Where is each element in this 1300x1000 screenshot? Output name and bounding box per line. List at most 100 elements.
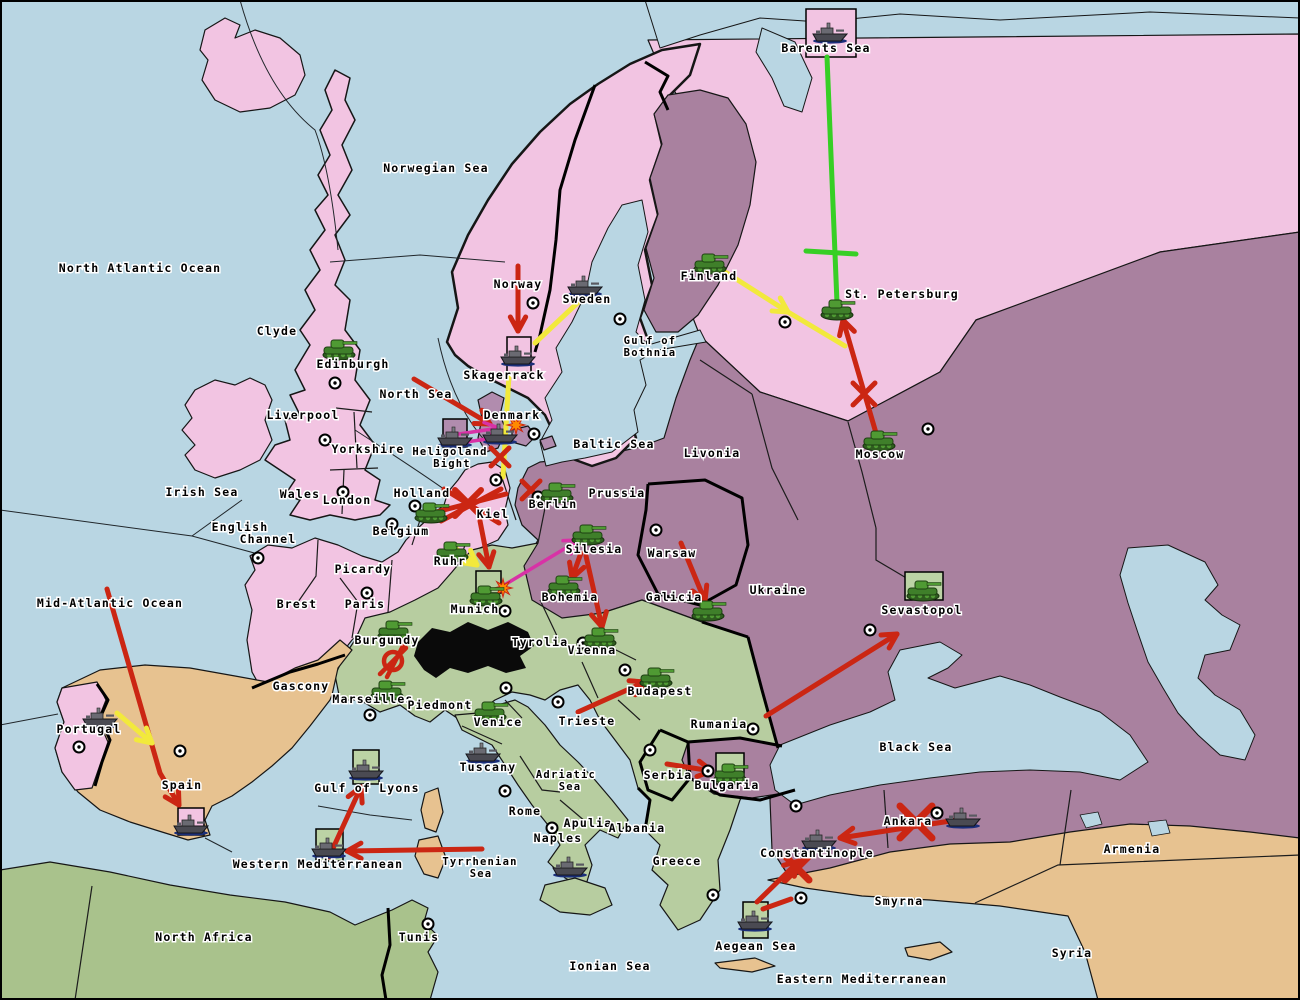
order-arrow-silesia-to-bohemia [567, 550, 587, 581]
supply-center-0 [328, 376, 342, 390]
label-irish-sea: Irish Sea [165, 485, 238, 499]
province-border-9 [537, 507, 546, 544]
supply-center-20 [551, 695, 565, 709]
label-ionian-sea: Ionian Sea [569, 959, 650, 973]
region-baltic-and-bothnia [539, 199, 707, 467]
order-arrow-tyrrhenian-to-western-med [344, 840, 485, 861]
label-silesia: Silesia [566, 542, 623, 556]
label-naples: Naples [534, 831, 583, 845]
label-north-africa: North Africa [155, 930, 252, 944]
label-holland: Holland [394, 486, 451, 500]
province-border-4 [297, 539, 319, 603]
national-border-9 [687, 736, 783, 748]
order-arrow-kiel-to-munich [476, 518, 497, 570]
sea-boundary-7 [0, 713, 59, 726]
label-sevastopol: Sevastopol [881, 603, 962, 617]
label-bulgaria: Bulgaria [695, 778, 760, 792]
label-belgium: Belgium [373, 524, 430, 538]
label-piedmont: Piedmont [408, 698, 473, 712]
label-ankara: Ankara [884, 814, 933, 828]
order-fail-moscow-stp [850, 380, 878, 408]
national-border-4 [636, 478, 750, 607]
label-north-atlantic-ocean: North Atlantic Ocean [59, 261, 221, 275]
province-border-17 [581, 661, 599, 699]
region-armenia-lake-urmia [1147, 819, 1171, 837]
order-arrow-norway-to-skagerrack [507, 263, 529, 334]
label-serbia: Serbia [644, 768, 693, 782]
supply-center-17 [746, 722, 760, 736]
region-bornholm-island [539, 435, 557, 451]
label-venice: Venice [474, 715, 523, 729]
label-brest: Brest [277, 597, 318, 611]
label-black-sea: Black Sea [879, 740, 952, 754]
label-channel: Channel [240, 532, 297, 546]
label-smyrna: Smyrna [875, 894, 924, 908]
label-norway: Norway [494, 277, 543, 291]
order-fail-kiel [452, 487, 484, 519]
label-tunis: Tunis [399, 930, 440, 944]
label-liverpool: Liverpool [266, 408, 339, 422]
supply-center-3 [251, 551, 265, 565]
label-aegean-sea: Aegean Sea [715, 939, 796, 953]
sea-boundary-6 [317, 805, 413, 821]
province-border-7 [411, 519, 421, 546]
province-border-23 [883, 789, 889, 849]
province-border-1 [353, 411, 358, 469]
region-sardinia [414, 835, 447, 879]
order-arrow-western-med-to-gulf-of-lyons [326, 784, 365, 860]
label-rumania: Rumania [691, 717, 748, 731]
province-border-21 [847, 421, 877, 529]
order-fail-ankara-con [896, 802, 936, 842]
province-border-24 [1059, 789, 1072, 866]
sea-boundary-5 [354, 429, 449, 493]
label-barents-sea: Barents Sea [781, 41, 870, 55]
supply-center-33 [789, 799, 803, 813]
national-border-6 [701, 620, 749, 639]
layer-borders [74, 60, 1300, 1000]
sea-boundary-8 [204, 837, 233, 853]
layer-labels: Norwegian Sea North Atlantic Ocean Barents… [35, 40, 1161, 988]
label-baltic-sea: Baltic Sea [573, 437, 654, 451]
national-border-3 [251, 653, 346, 690]
label-moscow: Moscow [856, 447, 905, 461]
label-adriatic: Adriatic [536, 769, 596, 781]
region-italy-boot [454, 699, 629, 889]
supply-center-30 [930, 806, 944, 820]
label-gulf-of-lyons: Gulf of Lyons [314, 781, 420, 795]
province-border-8 [499, 471, 517, 521]
region-ireland [181, 377, 273, 479]
province-border-0 [335, 407, 373, 413]
label-armenia: Armenia [1104, 842, 1161, 856]
label-ukraine: Ukraine [750, 583, 807, 597]
label-berlin: Berlin [529, 497, 578, 511]
label-western-mediterranean: Western Mediterranean [233, 857, 404, 871]
label-albania: Albania [609, 821, 666, 835]
label-st-petersburg: St. Petersburg [845, 287, 959, 301]
label-tyrrhenian: Tyrrhenian [442, 856, 517, 868]
label-yorkshire: Yorkshire [331, 442, 404, 456]
label-portugal: Portugal [57, 722, 122, 736]
order-arrow-portugal-to-spain [114, 710, 155, 746]
supply-center-21 [498, 784, 512, 798]
label-heligoland: Heligoland [412, 446, 487, 458]
label-paris: Paris [345, 597, 386, 611]
province-border-20 [751, 393, 799, 521]
region-portugal [54, 681, 109, 791]
supply-center-32 [498, 604, 512, 618]
label-galicia: Galicia [646, 590, 703, 604]
label-munich: Munich [451, 602, 500, 616]
order-arrow-sweden-to-skagerrack [532, 290, 591, 346]
supply-center-7 [489, 473, 503, 487]
province-border-18 [617, 699, 641, 721]
label-bight: Bight [433, 458, 471, 470]
label-apulia: Apulia [564, 816, 613, 830]
label-spain: Spain [162, 778, 203, 792]
label-burgundy: Burgundy [355, 633, 420, 647]
label-picardy: Picardy [335, 562, 392, 576]
province-border-25 [974, 854, 1300, 904]
supply-center-12 [778, 315, 792, 329]
order-arrow-barents-support-bar [803, 248, 859, 257]
